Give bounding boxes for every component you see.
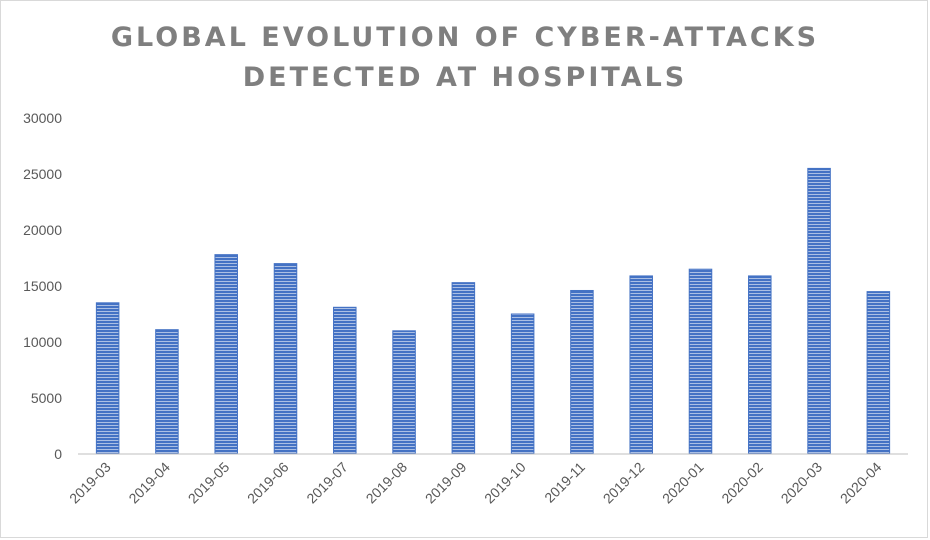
x-tick-label: 2019-10: [481, 459, 529, 507]
y-axis: 0 5000 10000 15000 20000 25000 30000: [23, 110, 62, 462]
x-tick-label: 2019-07: [303, 459, 351, 507]
y-tick-label: 25000: [23, 166, 62, 182]
bar-2019-10: [510, 313, 535, 455]
bar-2019-12: [629, 275, 653, 455]
x-tick-label: 2019-03: [66, 459, 114, 507]
x-tick-label: 2020-02: [718, 459, 766, 507]
bar-2019-11: [570, 289, 594, 455]
bars: [95, 167, 891, 455]
y-tick-label: 15000: [23, 278, 62, 294]
bar-2019-04: [155, 329, 179, 455]
x-tick-label: 2020-04: [837, 459, 885, 507]
x-axis: 2019-03 2019-04 2019-05 2019-06 2019-07 2019-…: [66, 459, 885, 507]
chart-title: GLOBAL EVOLUTION OF CYBER-ATTACKS DETECT…: [0, 18, 930, 98]
x-tick-label: 2020-01: [659, 459, 707, 507]
x-tick-label: 2019-04: [125, 459, 173, 507]
bar-2020-02: [748, 275, 772, 455]
bar-2019-05: [214, 254, 238, 455]
x-tick-label: 2019-09: [422, 459, 470, 507]
bar-2019-08: [392, 330, 416, 455]
chart-title-line-1: GLOBAL EVOLUTION OF CYBER-ATTACKS: [110, 22, 820, 53]
chart-title-line-2: DETECTED AT HOSPITALS: [242, 62, 688, 93]
x-tick-label: 2019-08: [363, 459, 411, 507]
bar-2019-07: [333, 306, 357, 455]
y-tick-label: 5000: [31, 390, 62, 406]
y-tick-label: 20000: [23, 222, 62, 238]
y-tick-label: 30000: [23, 110, 62, 126]
x-tick-label: 2019-11: [541, 459, 588, 506]
bar-2019-09: [451, 282, 476, 455]
bar-2020-04: [866, 291, 891, 455]
bar-2020-01: [688, 268, 713, 455]
bar-2019-06: [273, 263, 298, 455]
bar-2020-03: [807, 167, 831, 455]
bar-2019-03: [95, 302, 120, 455]
x-tick-label: 2019-06: [244, 459, 292, 507]
x-tick-label: 2020-03: [778, 459, 826, 507]
x-tick-label: 2019-12: [600, 459, 648, 507]
y-tick-label: 10000: [23, 334, 62, 350]
y-tick-label: 0: [54, 446, 62, 462]
x-tick-label: 2019-05: [185, 459, 233, 507]
